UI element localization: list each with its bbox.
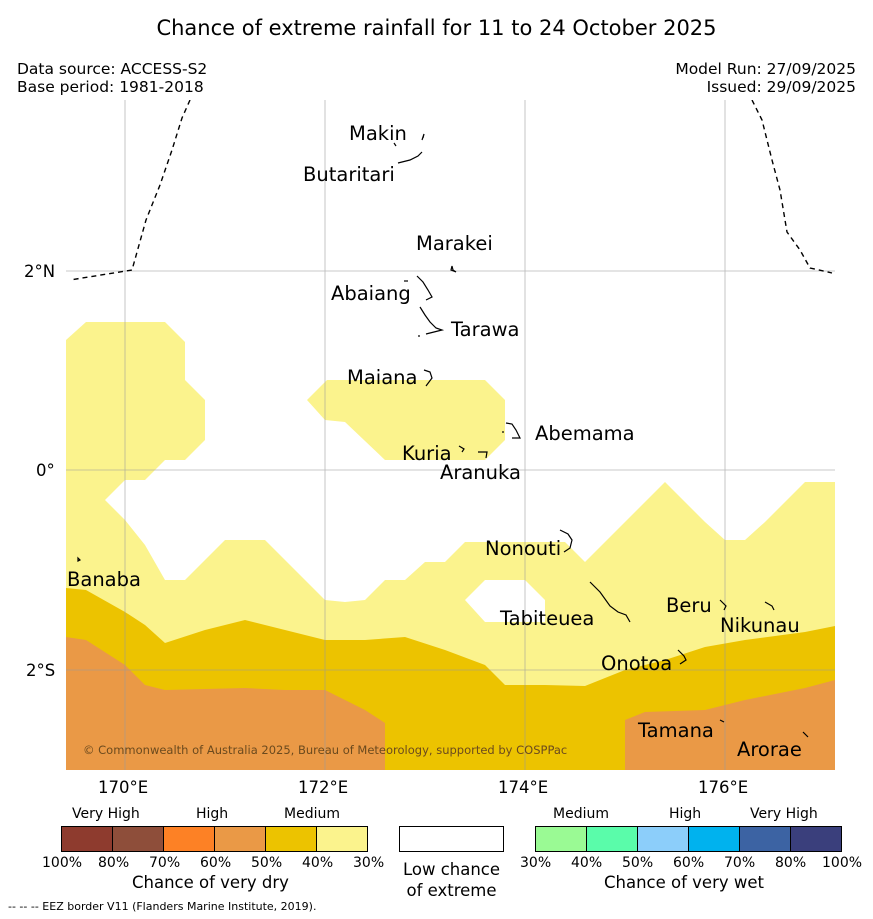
dry-legend-title: Chance of very dry: [132, 873, 289, 892]
dry-swatch-5: [316, 826, 368, 852]
place-makin: Makin: [349, 122, 407, 145]
place-kuria: Kuria: [402, 442, 452, 465]
dry-tick-60: 60%: [200, 855, 232, 871]
graticule: [66, 100, 835, 770]
wet-cat-medium: Medium: [553, 806, 609, 822]
low-chance-label: Low chance of extreme: [399, 859, 504, 901]
wet-swatch-5: [790, 826, 842, 852]
place-arorae: Arorae: [737, 738, 802, 761]
dry-tick-80: 80%: [98, 855, 130, 871]
wet-swatch-4: [739, 826, 791, 852]
dry-swatch-2: [163, 826, 215, 852]
place-nonouti: Nonouti: [485, 537, 561, 560]
islands: [77, 133, 809, 738]
wet-tick-100: 100%: [822, 855, 863, 871]
wet-swatch-1: [586, 826, 638, 852]
lon-label-174e: 174°E: [498, 778, 548, 797]
wet-legend-title: Chance of very wet: [604, 873, 764, 892]
wet-tick-30: 30%: [520, 855, 552, 871]
low-chance-line2: of extreme: [406, 881, 497, 900]
dry-50-60-region-west: [66, 637, 385, 770]
wet-swatch-3: [688, 826, 740, 852]
dry-tick-100: 100%: [42, 855, 83, 871]
dry-swatch-4: [265, 826, 317, 852]
wet-tick-70: 70%: [724, 855, 756, 871]
place-marakei: Marakei: [416, 232, 493, 255]
model-run-text: Model Run: 27/09/2025: [675, 60, 856, 78]
wet-tick-80: 80%: [775, 855, 807, 871]
place-nikunau: Nikunau: [720, 614, 800, 637]
dry-tick-30: 30%: [353, 855, 385, 871]
meta-right: Model Run: 27/09/2025 Issued: 29/09/2025: [675, 60, 856, 96]
place-tarawa: Tarawa: [450, 318, 520, 341]
wet-swatch-2: [637, 826, 689, 852]
low-chance-swatch: [399, 826, 504, 852]
chart-title: Chance of extreme rainfall for 11 to 24 …: [156, 16, 717, 40]
dry-swatch-1: [112, 826, 164, 852]
place-butaritari: Butaritari: [303, 163, 395, 186]
place-beru: Beru: [666, 594, 712, 617]
place-tamana: Tamana: [637, 719, 714, 742]
dry-swatch-0: [61, 826, 113, 852]
eez-footnote: -- -- -- EEZ border V11 (Flanders Marine…: [8, 900, 317, 913]
dry-tick-40: 40%: [302, 855, 334, 871]
dry-tick-50: 50%: [251, 855, 283, 871]
issued-text: Issued: 29/09/2025: [706, 78, 856, 96]
wet-tick-60: 60%: [673, 855, 705, 871]
place-abemama: Abemama: [535, 422, 635, 445]
wet-tick-40: 40%: [571, 855, 603, 871]
dry-swatch-3: [214, 826, 266, 852]
lon-label-172e: 172°E: [298, 778, 348, 797]
lon-label-170e: 170°E: [98, 778, 148, 797]
base-period-text: Base period: 1981-2018: [17, 78, 204, 96]
dry-cat-high: High: [196, 806, 229, 822]
dry-30-40-region-central: [307, 380, 505, 460]
wet-cat-very-high: Very High: [750, 806, 818, 822]
data-source-text: Data source: ACCESS-S2: [17, 60, 208, 78]
place-tabiteuea: Tabiteuea: [499, 607, 594, 630]
lon-label-176e: 176°E: [698, 778, 748, 797]
place-banaba: Banaba: [67, 568, 141, 591]
lat-label-2s: 2°S: [26, 661, 55, 680]
dry-50-60-region-east: [625, 680, 835, 770]
place-onotoa: Onotoa: [601, 652, 672, 675]
meta-left: Data source: ACCESS-S2 Base period: 1981…: [17, 60, 207, 96]
place-maiana: Maiana: [347, 366, 417, 389]
lat-label-0: 0°: [36, 461, 55, 480]
lat-label-2n: 2°N: [24, 262, 55, 281]
wet-cat-high: High: [669, 806, 702, 822]
wet-swatch-0: [535, 826, 587, 852]
place-aranuka: Aranuka: [440, 461, 521, 484]
low-chance-line1: Low chance: [402, 860, 501, 879]
copyright-text: © Commonwealth of Australia 2025, Bureau…: [83, 743, 567, 757]
eez-border: [69, 100, 833, 281]
dry-cat-medium: Medium: [284, 806, 340, 822]
dry-cat-very-high: Very High: [72, 806, 140, 822]
dry-tick-70: 70%: [149, 855, 181, 871]
place-abaiang: Abaiang: [331, 282, 411, 305]
wet-tick-50: 50%: [622, 855, 654, 871]
